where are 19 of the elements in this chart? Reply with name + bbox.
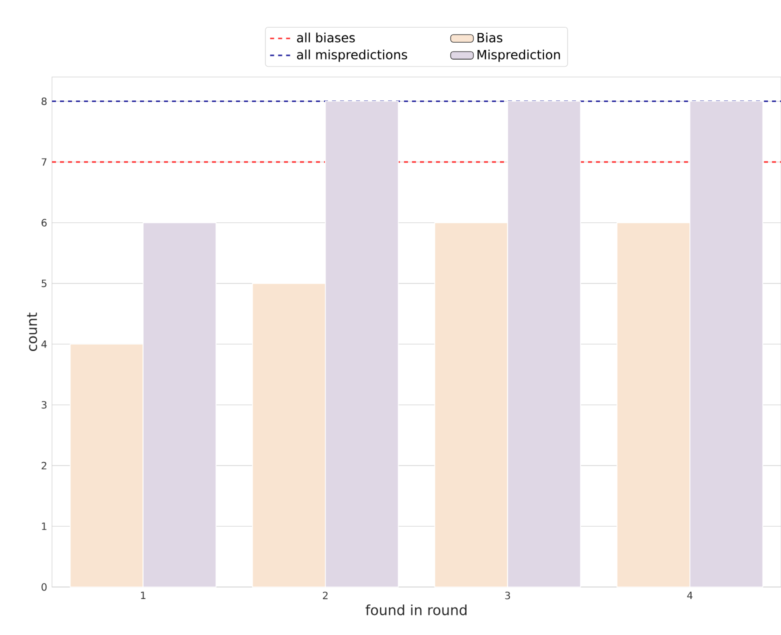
y-tick-label: 5 (42, 280, 46, 288)
x-tick-label: 3 (505, 592, 510, 600)
y-tick-label: 0 (42, 583, 47, 591)
y-tick-label: 7 (42, 158, 46, 166)
x-axis-title: found in round (366, 604, 466, 616)
y-tick-label: 3 (42, 401, 46, 409)
legend-label: Misprediction (478, 50, 560, 62)
y-tick-label: 8 (42, 98, 47, 106)
y-tick-label: 1 (42, 522, 46, 530)
legend-label: all mispredictions (297, 50, 408, 62)
legend-label: all biases (297, 32, 355, 42)
y-tick-label: 6 (42, 218, 47, 226)
x-tick-label: 2 (322, 592, 328, 600)
x-tick-label: 4 (687, 592, 692, 599)
x-tick-label: 1 (141, 592, 146, 599)
y-tick-label: 4 (41, 340, 47, 348)
y-tick-label: 2 (42, 462, 46, 470)
legend-label: Bias (478, 32, 502, 42)
y-axis-title: count (27, 312, 38, 351)
